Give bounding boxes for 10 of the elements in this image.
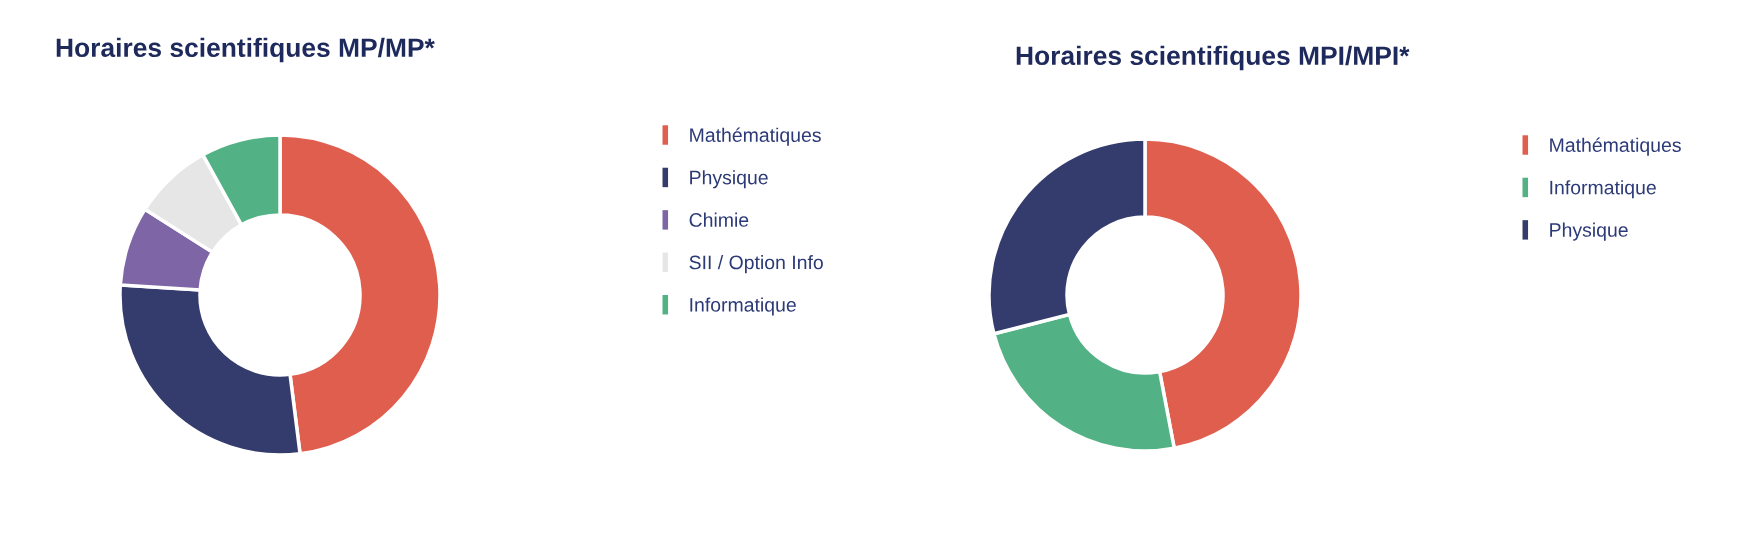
legend-label: Informatique xyxy=(690,297,796,316)
legend-label: Informatique xyxy=(1550,180,1656,199)
legend-label: Physique xyxy=(690,170,768,189)
legend-label: Chimie xyxy=(689,212,749,227)
legend-label: SII / Option Info xyxy=(689,255,823,274)
legend-label: Mathématiques xyxy=(1550,137,1681,156)
legend-label: Physique xyxy=(1550,222,1628,241)
legend-label: Mathématiques xyxy=(690,127,821,146)
chart-title: Horaires scientifiques MPI/MPI* xyxy=(1016,45,1410,71)
chart-title: Horaires scientifiques MP/MP* xyxy=(56,37,435,63)
